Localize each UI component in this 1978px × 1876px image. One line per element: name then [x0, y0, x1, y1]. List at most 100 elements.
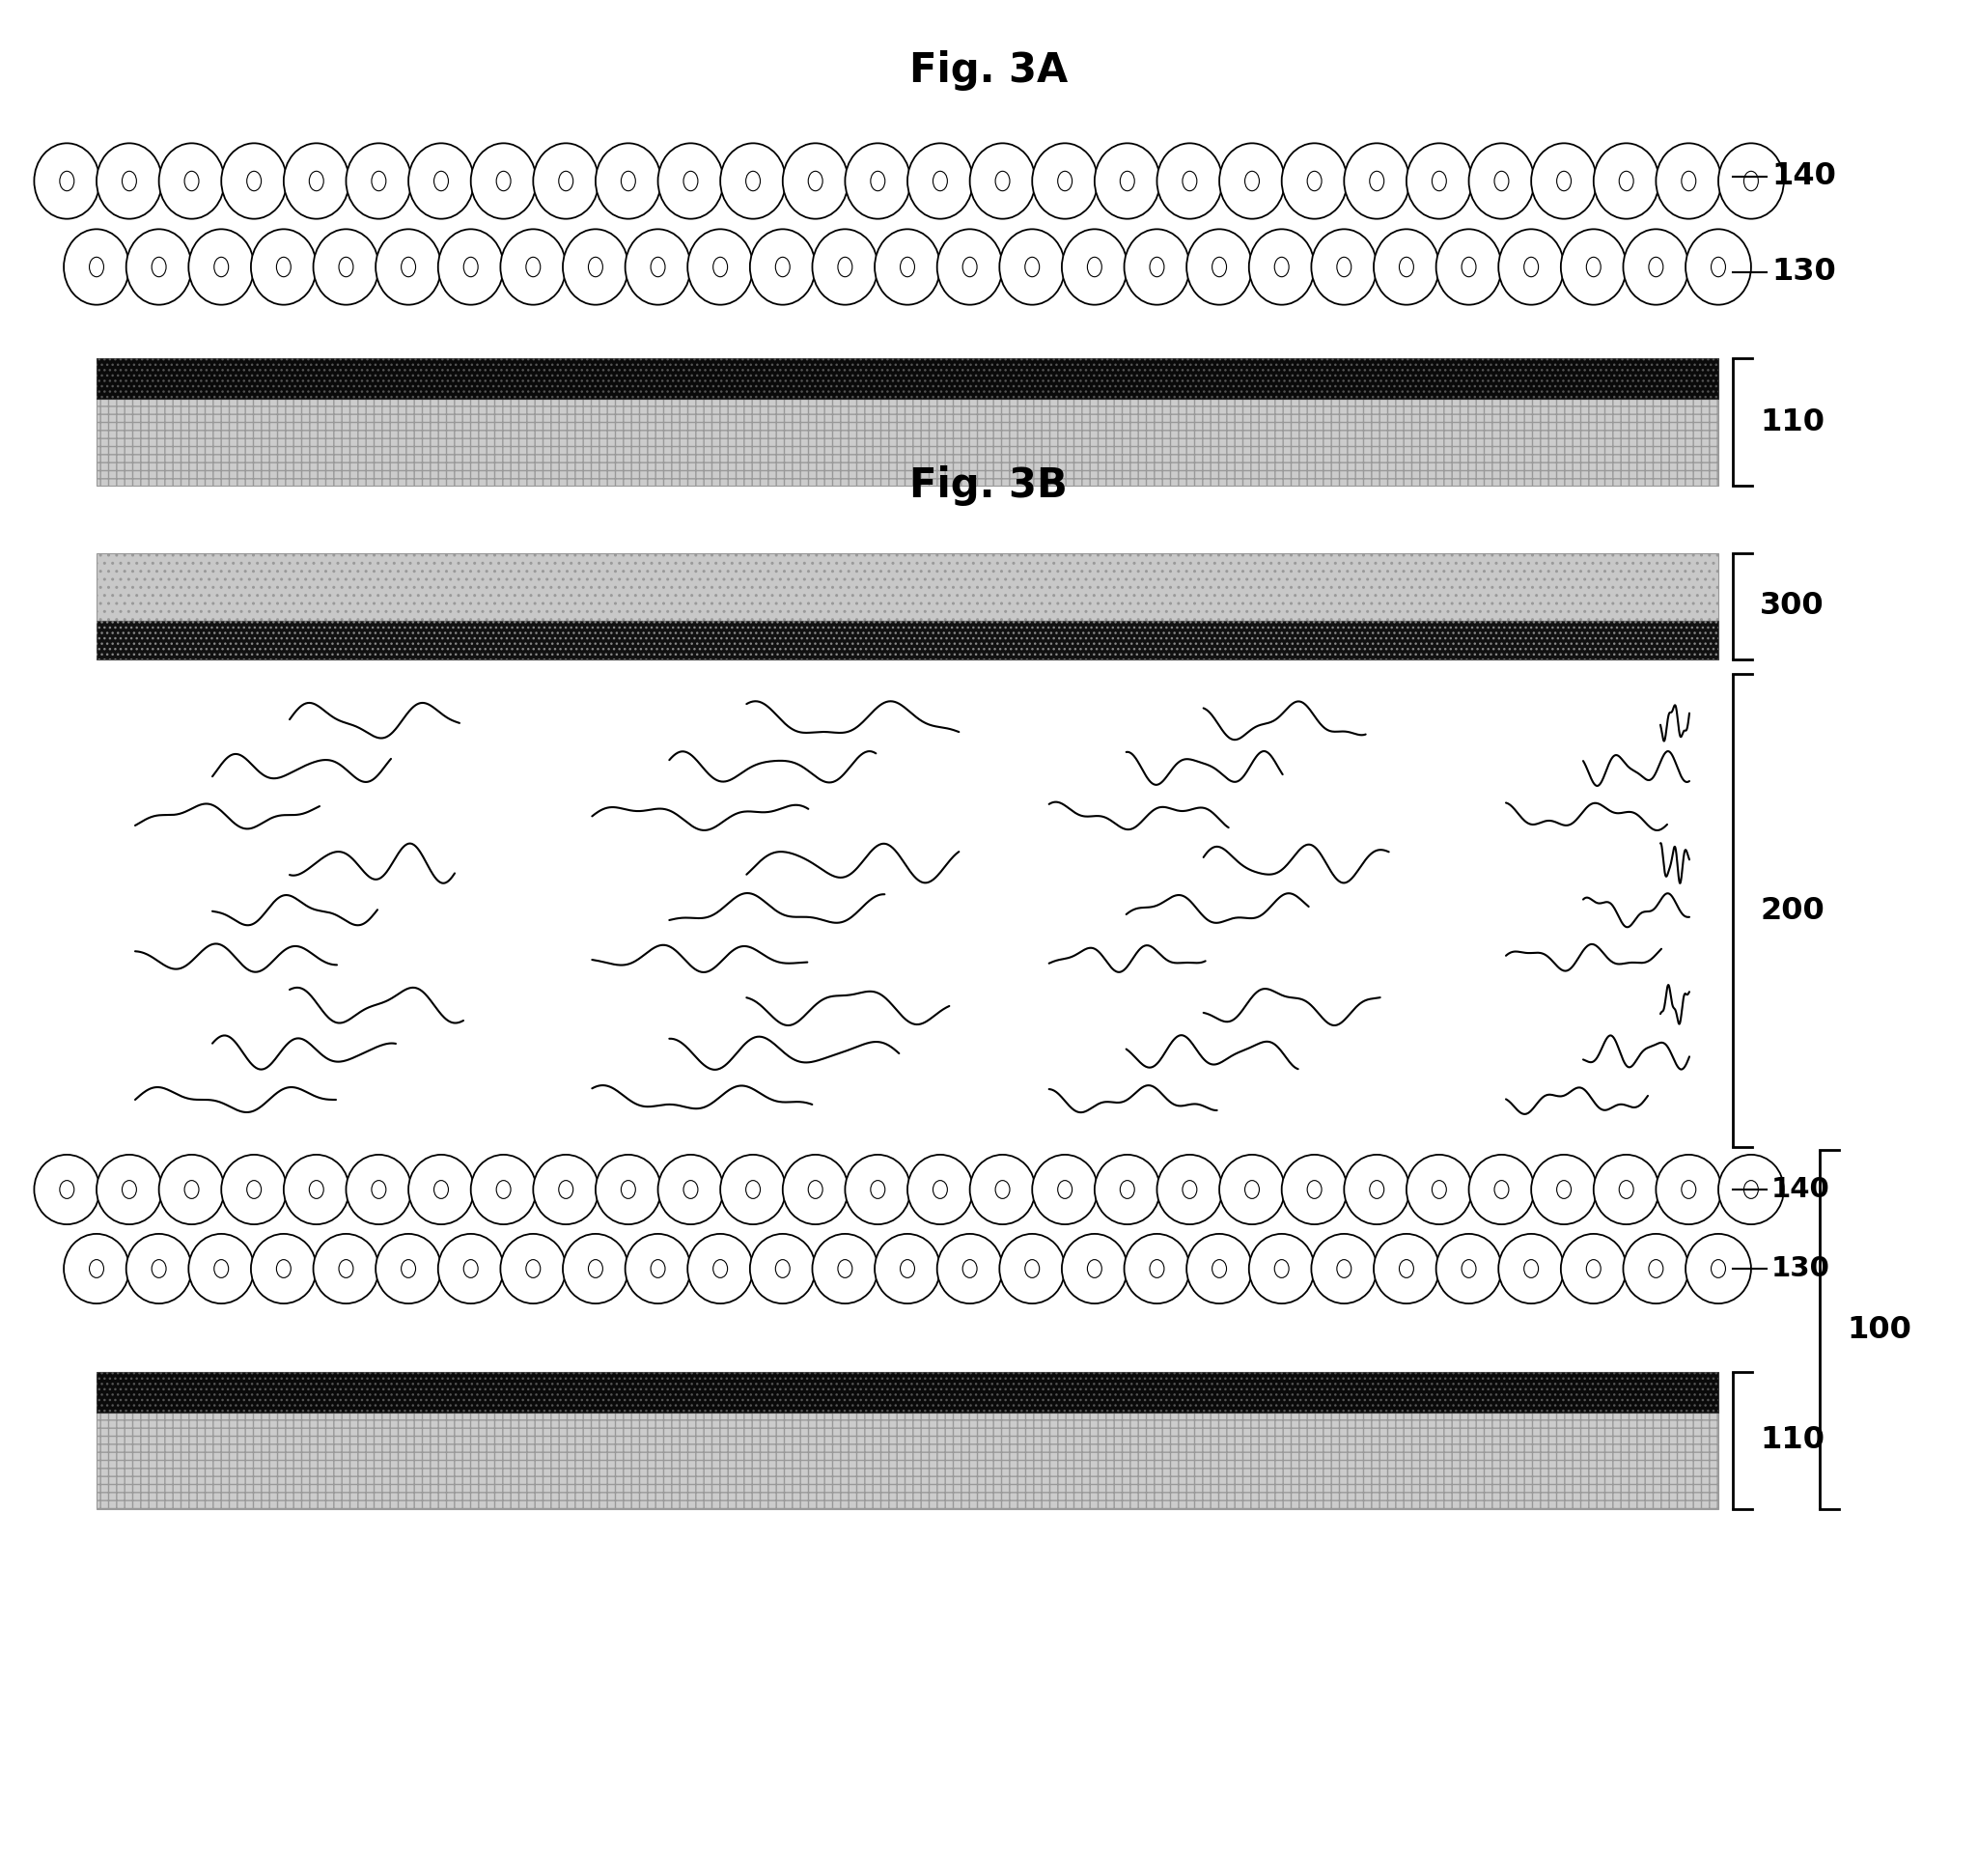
Ellipse shape	[839, 1259, 853, 1278]
Ellipse shape	[433, 1180, 449, 1199]
Ellipse shape	[1274, 257, 1290, 278]
Ellipse shape	[900, 257, 914, 278]
Ellipse shape	[963, 1259, 977, 1278]
Ellipse shape	[471, 1156, 536, 1225]
Ellipse shape	[1373, 229, 1440, 304]
Ellipse shape	[1620, 171, 1634, 191]
Ellipse shape	[34, 143, 99, 219]
Ellipse shape	[1373, 1234, 1440, 1304]
Ellipse shape	[1058, 171, 1072, 191]
Ellipse shape	[1462, 1259, 1476, 1278]
Ellipse shape	[938, 1234, 1003, 1304]
Ellipse shape	[59, 171, 73, 191]
Ellipse shape	[1213, 1259, 1226, 1278]
Ellipse shape	[1124, 229, 1189, 304]
Ellipse shape	[63, 229, 129, 304]
Ellipse shape	[1244, 171, 1260, 191]
Ellipse shape	[1624, 229, 1689, 304]
Ellipse shape	[1586, 1259, 1600, 1278]
Ellipse shape	[1586, 257, 1600, 278]
Ellipse shape	[1470, 1156, 1535, 1225]
Ellipse shape	[870, 1180, 884, 1199]
Ellipse shape	[1650, 257, 1663, 278]
Ellipse shape	[407, 1156, 475, 1225]
Text: Fig. 3B: Fig. 3B	[910, 465, 1068, 507]
Ellipse shape	[1033, 143, 1098, 219]
Ellipse shape	[1213, 257, 1226, 278]
Ellipse shape	[184, 171, 200, 191]
Ellipse shape	[625, 1234, 690, 1304]
Bar	[97, 400, 1719, 486]
Bar	[97, 1371, 1719, 1413]
Ellipse shape	[1307, 1180, 1321, 1199]
Ellipse shape	[746, 171, 760, 191]
Ellipse shape	[558, 1180, 574, 1199]
Ellipse shape	[688, 1234, 754, 1304]
Ellipse shape	[1025, 257, 1038, 278]
Ellipse shape	[969, 1156, 1034, 1225]
Ellipse shape	[1120, 171, 1135, 191]
Bar	[97, 553, 1719, 621]
Ellipse shape	[372, 1180, 386, 1199]
Text: 110: 110	[1760, 407, 1824, 437]
Text: 140: 140	[1772, 1176, 1830, 1203]
Ellipse shape	[534, 1156, 599, 1225]
Ellipse shape	[625, 229, 690, 304]
Ellipse shape	[809, 171, 823, 191]
Ellipse shape	[309, 1180, 324, 1199]
Ellipse shape	[372, 171, 386, 191]
Ellipse shape	[809, 1180, 823, 1199]
Ellipse shape	[1120, 1180, 1135, 1199]
Ellipse shape	[158, 143, 224, 219]
Ellipse shape	[376, 229, 441, 304]
Ellipse shape	[587, 1259, 603, 1278]
Ellipse shape	[1561, 1234, 1626, 1304]
Ellipse shape	[346, 143, 411, 219]
Ellipse shape	[564, 229, 629, 304]
Ellipse shape	[127, 1234, 192, 1304]
Ellipse shape	[433, 171, 449, 191]
Ellipse shape	[1406, 1156, 1472, 1225]
Ellipse shape	[1432, 1180, 1446, 1199]
Ellipse shape	[1624, 1234, 1689, 1304]
Ellipse shape	[127, 229, 192, 304]
Ellipse shape	[775, 257, 789, 278]
Ellipse shape	[688, 229, 754, 304]
Ellipse shape	[277, 1259, 291, 1278]
Ellipse shape	[338, 257, 354, 278]
Ellipse shape	[1248, 229, 1315, 304]
Ellipse shape	[1406, 143, 1472, 219]
Ellipse shape	[1124, 1234, 1189, 1304]
Ellipse shape	[659, 143, 724, 219]
Ellipse shape	[463, 1259, 479, 1278]
Ellipse shape	[1058, 1180, 1072, 1199]
Ellipse shape	[402, 257, 415, 278]
Ellipse shape	[1187, 1234, 1252, 1304]
Text: 130: 130	[1772, 1255, 1830, 1281]
Ellipse shape	[999, 229, 1064, 304]
Bar	[97, 1371, 1719, 1413]
Ellipse shape	[813, 1234, 878, 1304]
Ellipse shape	[595, 143, 661, 219]
Ellipse shape	[1218, 1156, 1286, 1225]
Ellipse shape	[437, 229, 504, 304]
Ellipse shape	[1282, 143, 1347, 219]
Ellipse shape	[587, 257, 603, 278]
Ellipse shape	[1594, 1156, 1660, 1225]
Ellipse shape	[526, 257, 540, 278]
Ellipse shape	[471, 143, 536, 219]
Ellipse shape	[1248, 1234, 1315, 1304]
Ellipse shape	[184, 1180, 200, 1199]
Ellipse shape	[750, 229, 815, 304]
Ellipse shape	[1523, 1259, 1539, 1278]
Ellipse shape	[874, 1234, 940, 1304]
Ellipse shape	[214, 1259, 229, 1278]
Ellipse shape	[1282, 1156, 1347, 1225]
Ellipse shape	[437, 1234, 504, 1304]
Ellipse shape	[338, 1259, 354, 1278]
Ellipse shape	[1561, 229, 1626, 304]
Ellipse shape	[1218, 143, 1286, 219]
Ellipse shape	[845, 143, 910, 219]
Ellipse shape	[1656, 143, 1721, 219]
Ellipse shape	[346, 1156, 411, 1225]
